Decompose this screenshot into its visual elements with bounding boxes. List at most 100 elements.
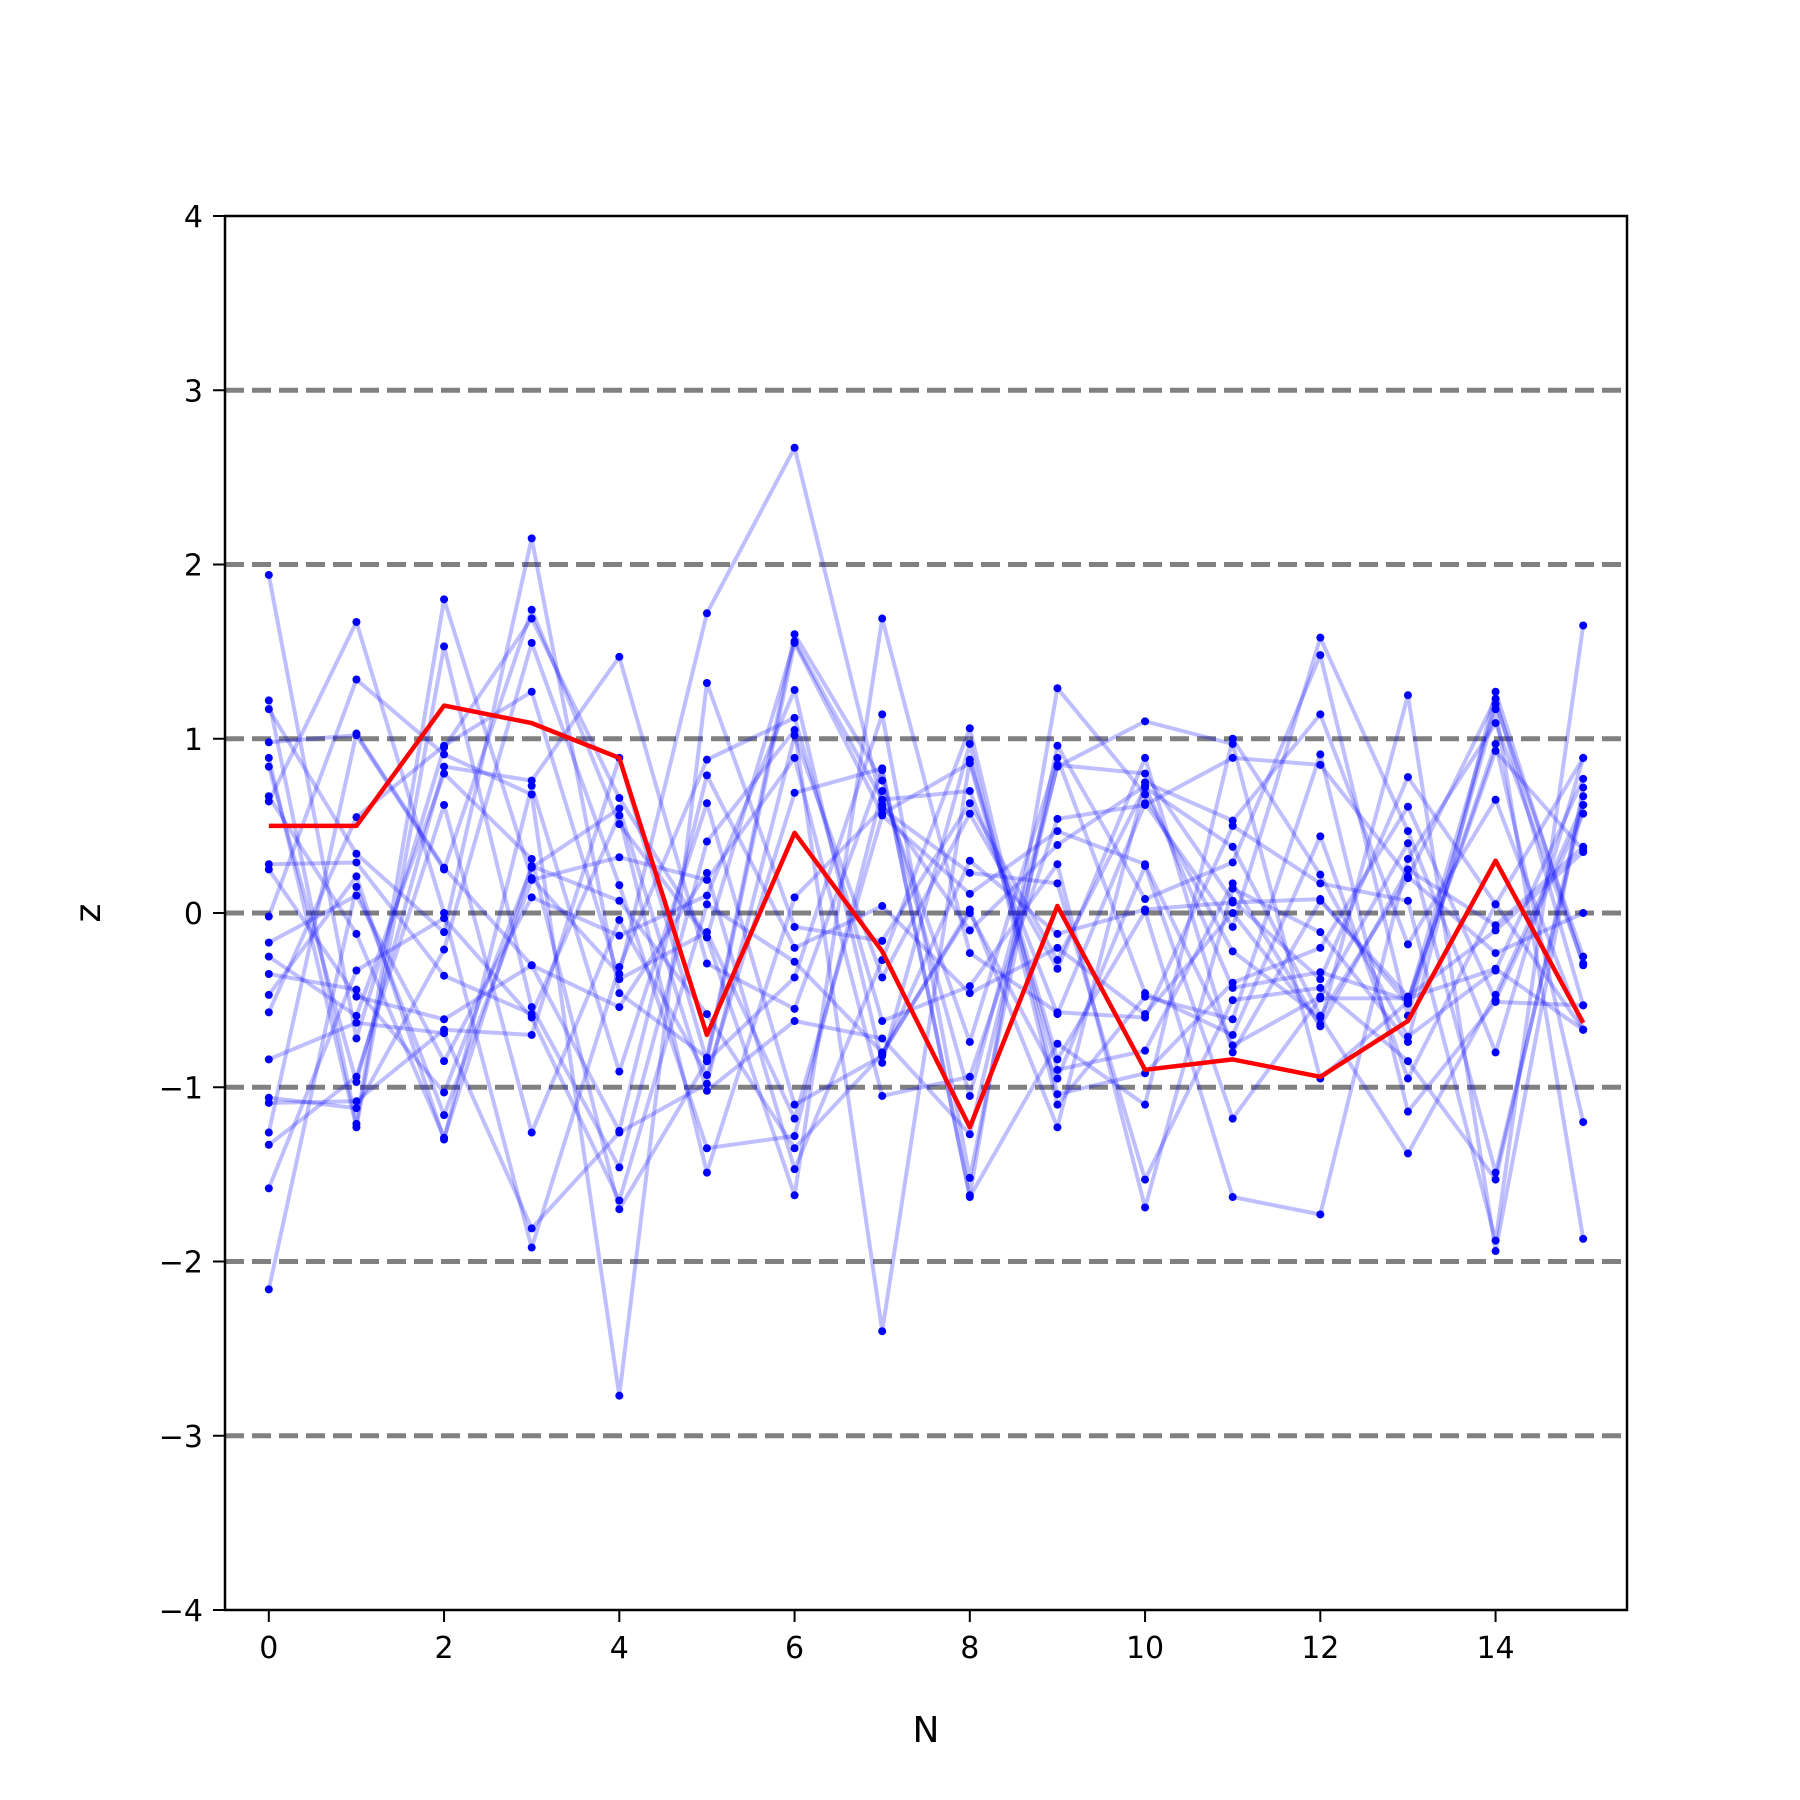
sample-point xyxy=(1403,1057,1412,1066)
sample-point xyxy=(264,797,273,806)
sample-line xyxy=(267,688,1584,1114)
sample-point xyxy=(1403,802,1412,811)
sample-point xyxy=(615,793,624,802)
sample-point xyxy=(440,928,449,937)
sample-point xyxy=(878,936,887,945)
sample-point xyxy=(1579,809,1588,818)
sample-line xyxy=(267,742,1586,1142)
sample-point xyxy=(1141,753,1150,762)
sample-point xyxy=(440,769,449,778)
sample-point xyxy=(615,1003,624,1012)
sample-point xyxy=(264,990,273,999)
sample-point xyxy=(352,1104,361,1113)
sample-point xyxy=(264,705,273,714)
sample-point xyxy=(615,989,624,998)
sample-line xyxy=(266,689,1586,1175)
sample-point xyxy=(527,1013,536,1022)
sample-point xyxy=(264,912,273,921)
sample-point xyxy=(1316,1011,1325,1020)
reference-lines xyxy=(225,387,1627,1439)
sample-point xyxy=(1053,841,1062,850)
sample-point xyxy=(1491,964,1500,973)
sample-point xyxy=(1491,739,1500,748)
y-tick-label: −4 xyxy=(159,1594,203,1629)
sample-point xyxy=(1491,1247,1500,1256)
sample-point xyxy=(965,799,974,808)
sample-point xyxy=(1053,956,1062,965)
sample-point xyxy=(702,837,711,846)
sample-point xyxy=(878,1091,887,1100)
sample-point xyxy=(965,1173,974,1182)
sample-point xyxy=(1491,719,1500,728)
sample-point xyxy=(1403,827,1412,836)
sample-point xyxy=(1316,943,1325,952)
sample-point xyxy=(1141,790,1150,799)
sample-point xyxy=(264,1098,273,1107)
sample-point xyxy=(878,787,887,796)
sample-point xyxy=(790,922,799,931)
sample-point xyxy=(1141,989,1150,998)
sample-point xyxy=(702,1168,711,1177)
sample-point xyxy=(527,1030,536,1039)
sample-point xyxy=(1403,872,1412,881)
sample-point xyxy=(790,1144,799,1153)
sample-point xyxy=(440,1057,449,1066)
sample-point xyxy=(1316,994,1325,1003)
y-tick-label: 2 xyxy=(184,549,203,584)
sample-line xyxy=(266,864,1585,1203)
sample-point xyxy=(1579,621,1588,630)
sample-point xyxy=(965,759,974,768)
sample-point xyxy=(790,713,799,722)
sample-point xyxy=(1228,858,1237,867)
sample-point xyxy=(352,813,361,822)
sample-point xyxy=(1141,800,1150,809)
sample-point xyxy=(527,687,536,696)
sample-point xyxy=(1316,968,1325,977)
sample-point xyxy=(264,1008,273,1017)
sample-point xyxy=(1316,928,1325,937)
sample-point xyxy=(790,1191,799,1200)
sample-point xyxy=(527,605,536,614)
sample-point xyxy=(1228,842,1237,851)
sample-point xyxy=(1579,909,1588,917)
x-tick-label: 0 xyxy=(259,1631,278,1666)
sample-point xyxy=(878,1327,887,1336)
sample-line xyxy=(268,762,1585,1137)
y-tick-label: −1 xyxy=(159,1071,203,1106)
sample-point xyxy=(790,1100,799,1109)
sample-point xyxy=(1316,832,1325,841)
sample-point xyxy=(527,1003,536,1012)
x-tick-label: 10 xyxy=(1126,1631,1164,1666)
sample-line xyxy=(266,445,1585,1126)
sample-point xyxy=(440,762,449,771)
x-axis-label: N xyxy=(913,1710,940,1751)
y-axis-label: z xyxy=(68,904,109,923)
sample-point xyxy=(1403,865,1412,874)
sample-point xyxy=(1228,816,1237,825)
y-tick-label: 1 xyxy=(184,723,203,758)
sample-point xyxy=(1228,898,1237,907)
sample-point xyxy=(965,787,974,796)
sample-point xyxy=(1316,870,1325,879)
sample-point xyxy=(790,685,799,694)
sample-point xyxy=(1316,1022,1325,1031)
sample-point xyxy=(1141,717,1150,726)
sample-point xyxy=(1316,760,1325,769)
sample-point xyxy=(790,893,799,902)
sample-point xyxy=(702,1144,711,1153)
sample-point xyxy=(1228,1041,1237,1050)
sample-point xyxy=(440,1088,449,1097)
sample-point xyxy=(352,858,361,867)
sample-point xyxy=(790,1017,799,1026)
sample-point xyxy=(264,1128,273,1137)
sample-point xyxy=(790,788,799,797)
sample-point xyxy=(790,638,799,647)
y-tick-label: 4 xyxy=(184,200,203,235)
y-tick-label: −3 xyxy=(159,1420,203,1455)
sample-point xyxy=(1491,694,1500,703)
sample-point xyxy=(1403,1032,1412,1041)
sample-point xyxy=(615,931,624,940)
sample-point xyxy=(965,1072,974,1081)
sample-point xyxy=(615,975,624,984)
